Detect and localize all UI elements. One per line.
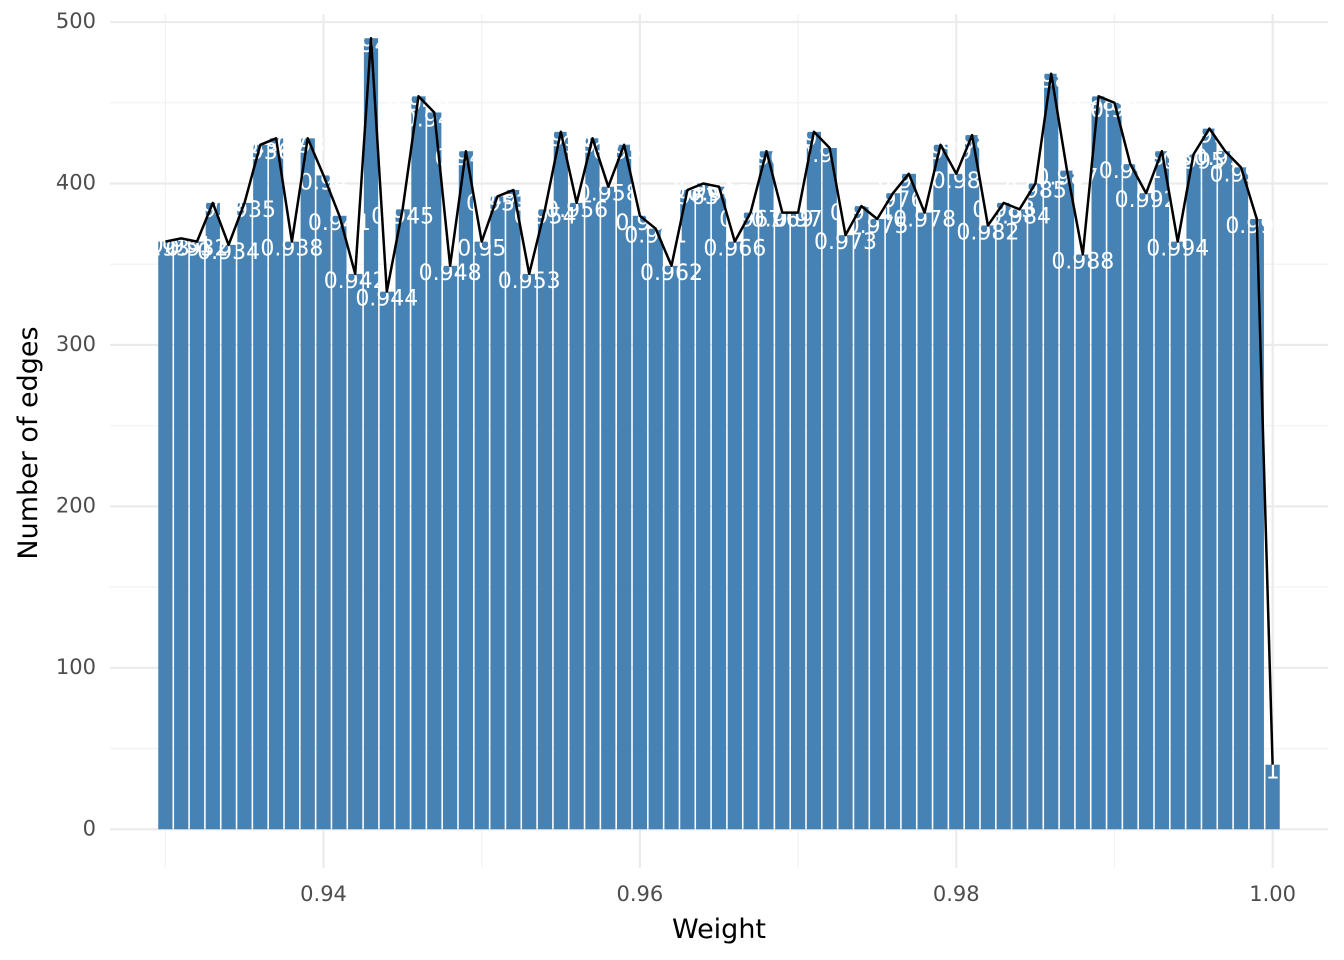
bar — [1218, 151, 1233, 830]
bar — [474, 241, 489, 830]
bar — [458, 151, 474, 830]
bar — [1138, 193, 1154, 830]
bar-value-label: 1 — [1266, 760, 1280, 785]
bar — [1012, 209, 1027, 830]
bar — [1202, 128, 1217, 830]
bar — [601, 186, 616, 830]
x-axis-ticks: 0.94 0.96 0.98 1.00 — [300, 882, 1296, 906]
bar — [379, 291, 394, 830]
bar — [253, 144, 268, 830]
bar — [648, 228, 663, 830]
bars — [158, 38, 1280, 830]
bar — [348, 273, 363, 830]
bar — [1249, 219, 1264, 830]
bar — [743, 212, 758, 830]
bar — [711, 186, 727, 830]
bar — [727, 241, 742, 830]
x-tick-label: 0.94 — [300, 882, 347, 906]
bar — [949, 173, 964, 830]
x-tick-label: 0.96 — [617, 882, 664, 906]
bar — [933, 144, 948, 830]
x-tick-label: 1.00 — [1249, 882, 1296, 906]
trend-line — [165, 36, 1274, 765]
bar — [1154, 151, 1170, 830]
bar — [268, 138, 284, 830]
bar — [1028, 183, 1043, 830]
bar-value-label: 0.959 — [593, 140, 656, 165]
bar — [870, 219, 885, 830]
bar — [1044, 73, 1059, 830]
bar — [632, 215, 648, 830]
bar — [775, 212, 790, 830]
bar — [964, 135, 980, 830]
bar — [885, 193, 901, 830]
bar — [284, 241, 300, 830]
bar — [205, 202, 220, 830]
bar — [189, 241, 205, 830]
y-tick-label: 0 — [83, 816, 96, 840]
bar — [917, 212, 932, 830]
bar — [759, 151, 774, 830]
bar — [790, 212, 806, 830]
bar — [427, 112, 442, 830]
bar — [822, 147, 837, 830]
bar — [316, 175, 331, 830]
bar — [696, 183, 711, 830]
bar — [537, 209, 553, 830]
bar — [569, 202, 584, 830]
bar — [522, 273, 537, 830]
bar — [553, 131, 568, 830]
bar-value-label: 0.981 — [941, 130, 1004, 155]
bar — [664, 265, 679, 830]
bar — [1059, 170, 1075, 830]
y-tick-label: 400 — [56, 171, 96, 195]
bar — [1123, 164, 1138, 830]
y-tick-label: 200 — [56, 493, 96, 517]
y-tick-label: 100 — [56, 655, 96, 679]
bar — [1233, 167, 1249, 830]
bar — [300, 138, 315, 830]
bar — [806, 131, 822, 830]
y-axis-ticks: 0 100 200 300 400 500 — [56, 9, 96, 840]
bar — [585, 138, 600, 830]
bar — [838, 235, 853, 830]
bar — [1170, 241, 1185, 830]
y-axis-title: Number of edges — [13, 326, 44, 559]
bar — [158, 241, 173, 830]
bar — [363, 38, 379, 830]
y-tick-label: 300 — [56, 332, 96, 356]
bar — [1075, 254, 1090, 830]
bar — [490, 196, 505, 830]
bar — [901, 173, 916, 830]
bar — [174, 238, 189, 830]
bar — [1265, 764, 1280, 830]
bar — [411, 96, 426, 830]
bar — [221, 244, 236, 830]
bar — [980, 225, 996, 830]
bar — [854, 206, 869, 830]
bar — [996, 202, 1011, 830]
bar — [680, 189, 695, 830]
x-tick-label: 0.98 — [933, 882, 980, 906]
bar — [1107, 102, 1122, 830]
bar — [442, 265, 458, 830]
bar — [332, 215, 347, 830]
y-tick-label: 500 — [56, 9, 96, 33]
bar — [1091, 96, 1106, 830]
bar — [1186, 154, 1201, 830]
x-axis-title: Weight — [672, 914, 766, 945]
bar — [395, 209, 410, 830]
bar — [616, 144, 632, 830]
bar — [237, 202, 252, 830]
bar — [506, 189, 521, 830]
